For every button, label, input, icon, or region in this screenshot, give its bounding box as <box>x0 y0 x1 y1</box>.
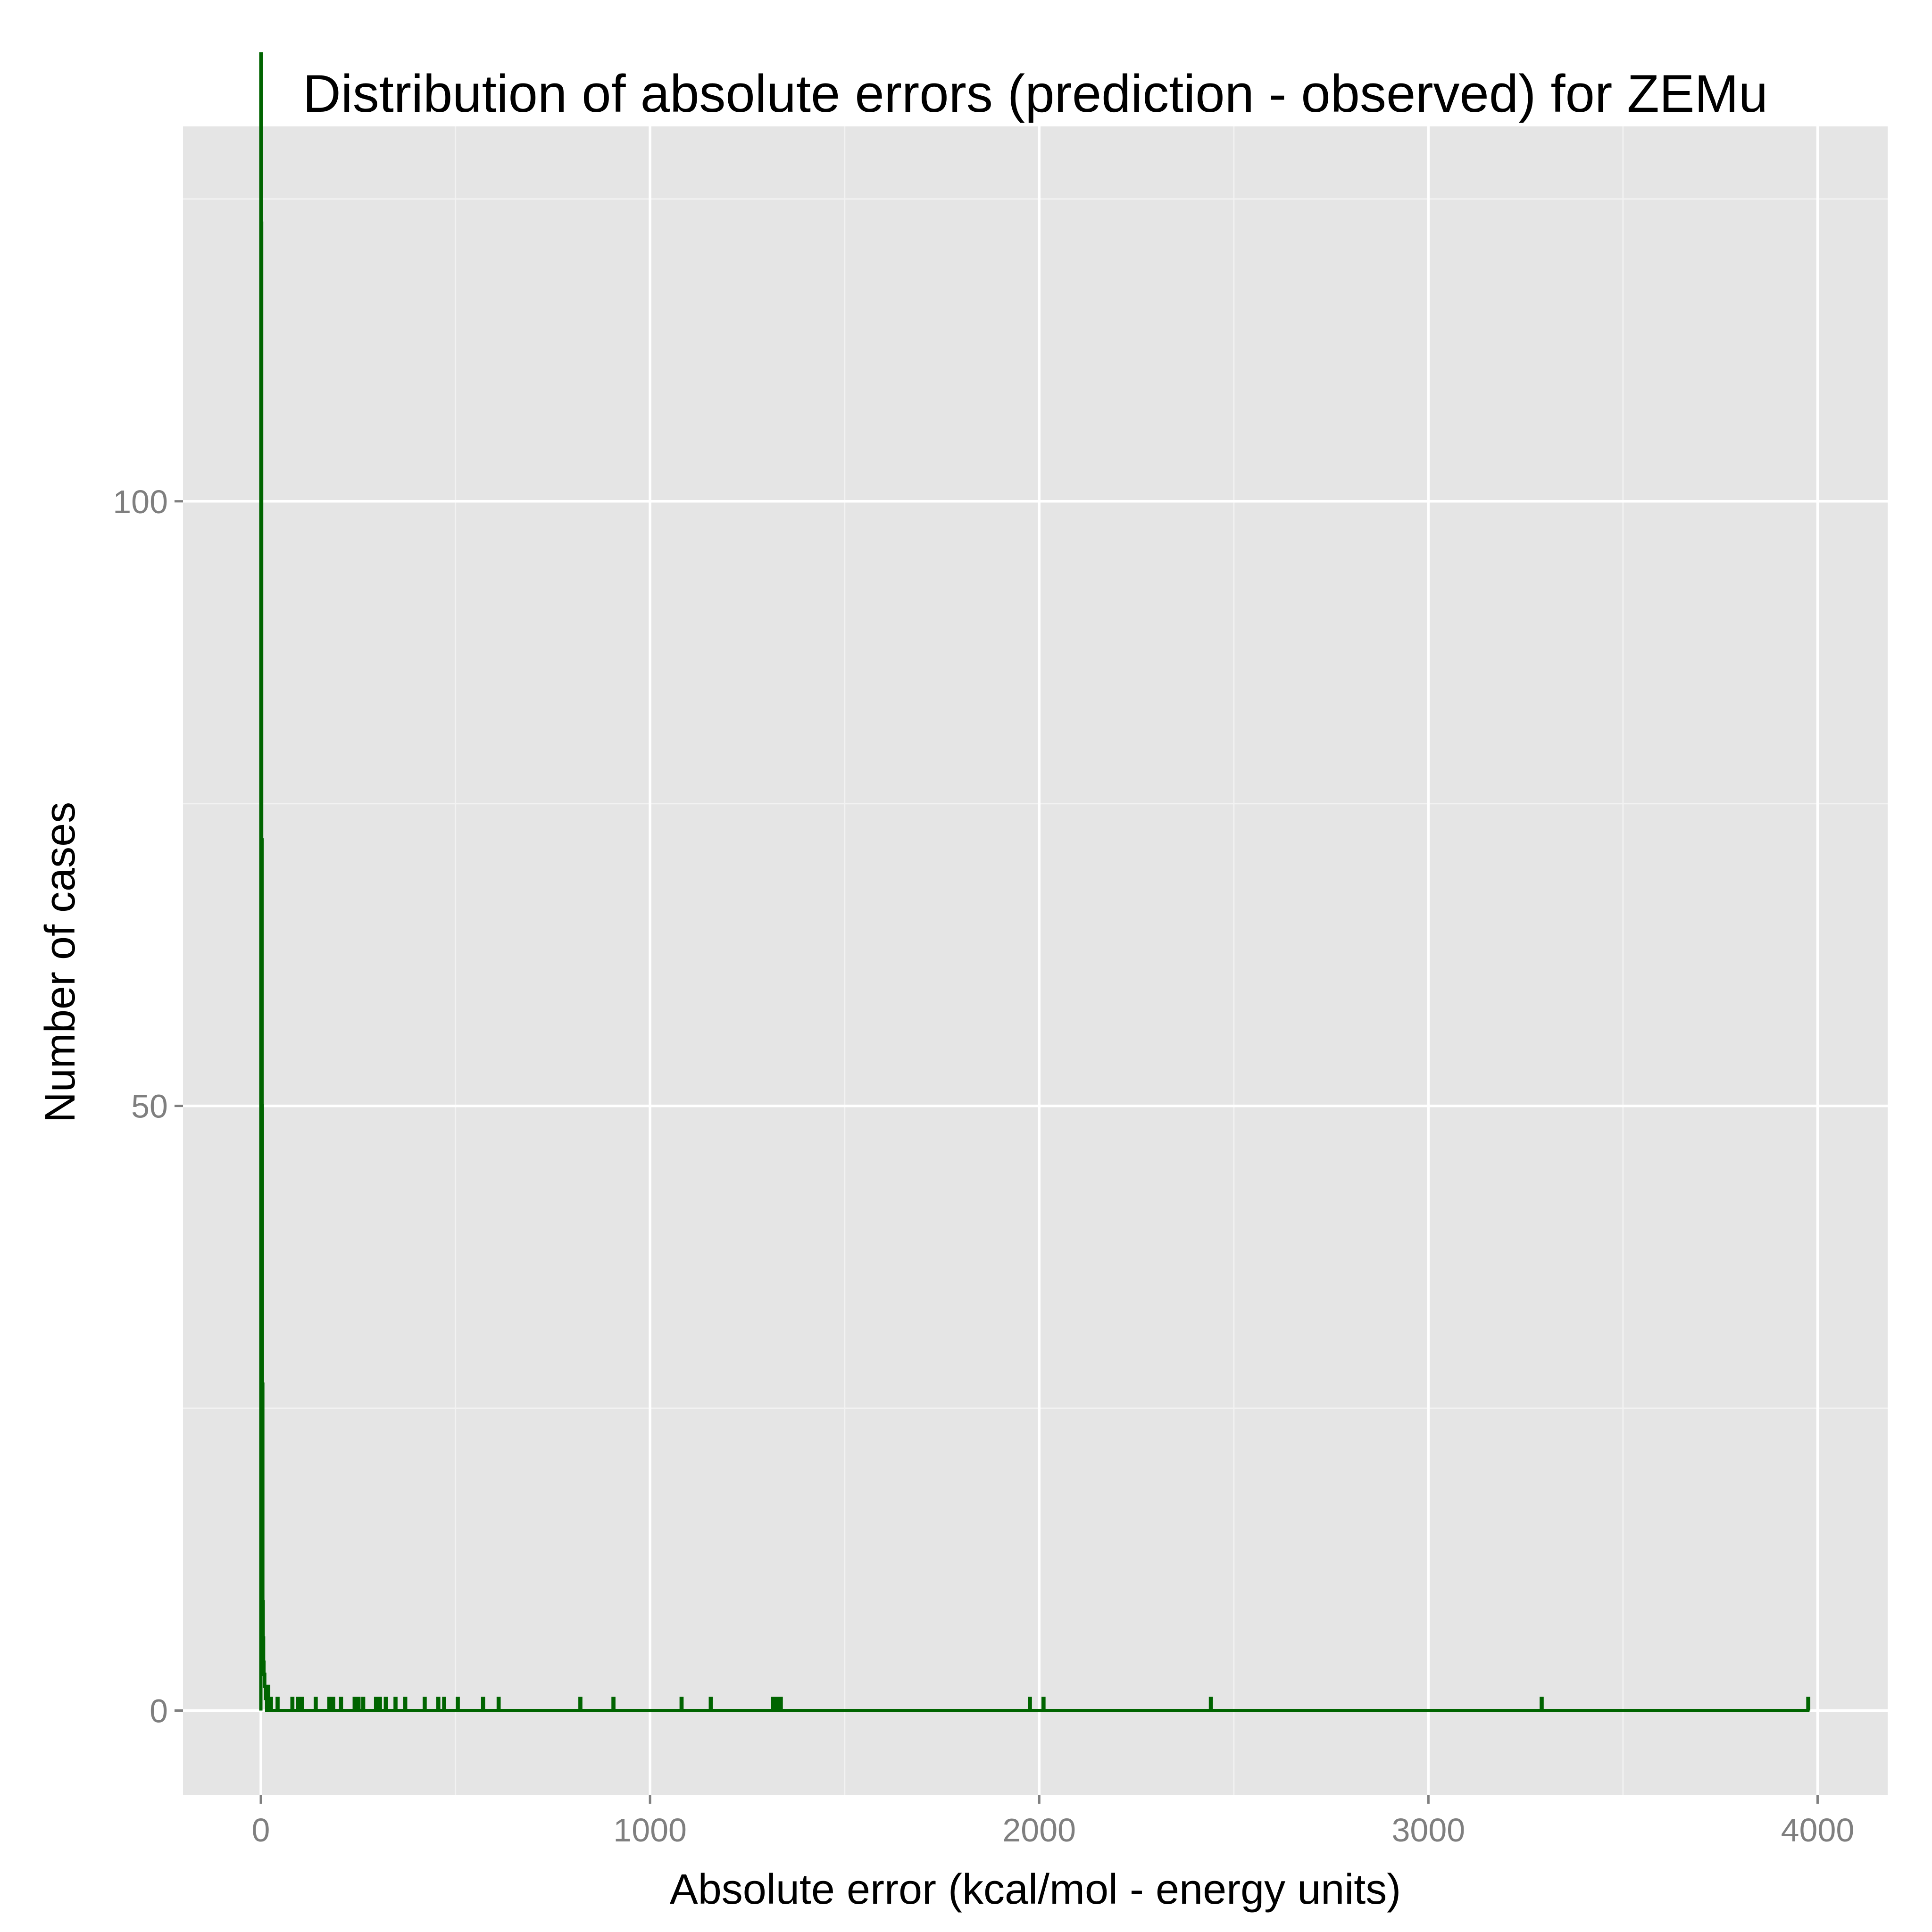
x-tick-label: 4000 <box>1781 1812 1855 1849</box>
x-tick-label: 1000 <box>613 1812 687 1849</box>
chart-title: Distribution of absolute errors (predict… <box>303 64 1768 123</box>
y-tick-label: 50 <box>131 1088 168 1125</box>
x-tick-label: 3000 <box>1391 1812 1465 1849</box>
x-tick-label: 0 <box>252 1812 270 1849</box>
series-layer <box>259 52 1810 1713</box>
x-tick-label: 2000 <box>1002 1812 1076 1849</box>
series-line <box>259 52 1810 1713</box>
y-tick-label: 0 <box>150 1693 168 1730</box>
x-axis-title: Absolute error (kcal/mol - energy units) <box>670 1866 1401 1913</box>
y-axis-title: Number of cases <box>37 802 84 1123</box>
y-tick-label: 100 <box>113 483 168 520</box>
plot-panel <box>183 126 1888 1795</box>
minor-gridlines <box>183 126 1888 1795</box>
y-axis: 0 50 100 <box>113 483 183 1730</box>
x-axis: 0 1000 2000 3000 4000 <box>252 1795 1855 1849</box>
